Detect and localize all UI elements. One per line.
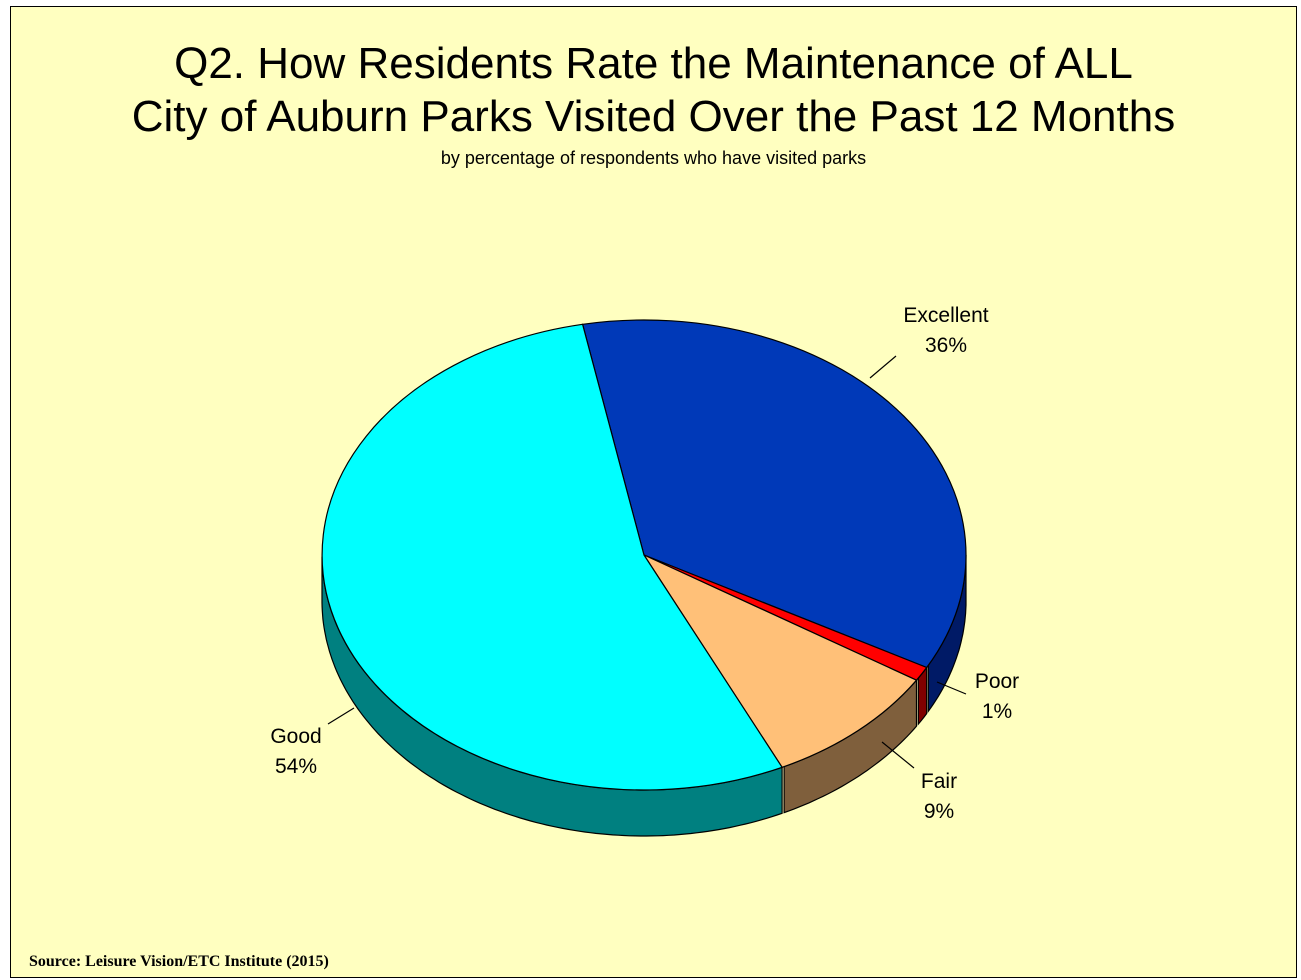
pie-tops — [321, 319, 967, 791]
slice-label-excellent: Excellent — [903, 304, 988, 327]
pie-slice-good — [321, 323, 784, 791]
leader-line-fair — [881, 741, 915, 769]
title-line-1: Q2. How Residents Rate the Maintenance o… — [174, 39, 1133, 88]
pie-labels: Excellent 36% Poor 1% Fair 9% Good 54% — [270, 304, 1019, 823]
source-note: Source: Leisure Vision/ETC Institute (20… — [29, 953, 329, 970]
slice-label-fair: Fair — [921, 770, 957, 793]
chart-subtitle: by percentage of respondents who have vi… — [440, 148, 867, 168]
slice-value-good: 54% — [275, 755, 317, 778]
leader-line-poor — [936, 681, 967, 695]
title-line-2: City of Auburn Parks Visited Over the Pa… — [131, 92, 1176, 141]
chart-title: Q2. How Residents Rate the Maintenance o… — [11, 37, 1296, 170]
slice-value-excellent: 36% — [925, 334, 967, 357]
slice-label-poor: Poor — [975, 670, 1019, 693]
pie-slice-excellent — [581, 319, 967, 669]
leader-line-excellent — [869, 355, 897, 379]
slice-label-good: Good — [270, 725, 321, 748]
leader-line-good — [327, 707, 355, 725]
pie-slice-fair — [642, 553, 918, 769]
slice-value-fair: 9% — [924, 800, 954, 823]
slice-value-poor: 1% — [982, 700, 1012, 723]
